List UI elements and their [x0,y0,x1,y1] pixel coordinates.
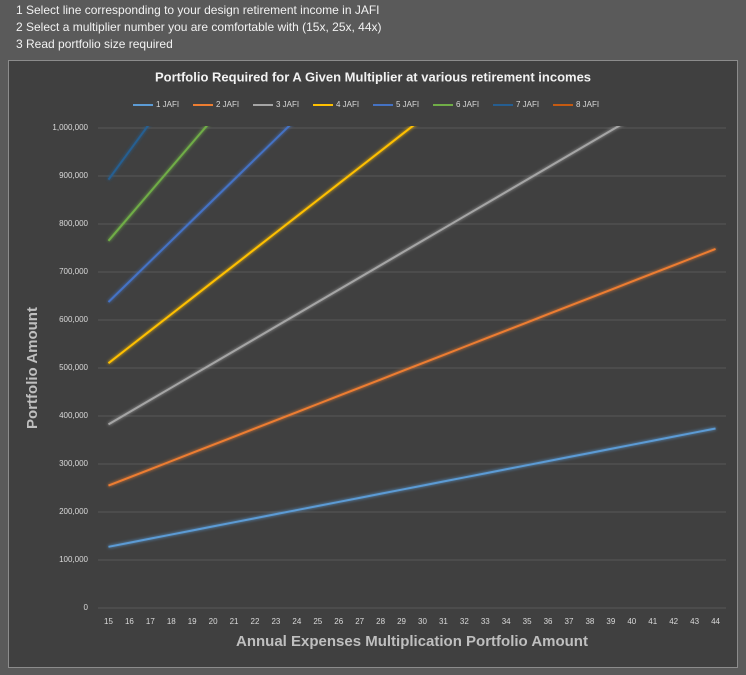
x-tick-label: 27 [355,617,364,626]
x-tick-label: 40 [627,617,636,626]
series-line [107,126,621,426]
y-tick-label: 0 [84,603,89,612]
x-tick-label: 24 [292,617,301,626]
y-tick-label: 1,000,000 [52,123,88,132]
x-tick-label: 28 [376,617,385,626]
x-tick-label: 21 [230,617,239,626]
chart-title: Portfolio Required for A Given Multiplie… [155,69,591,84]
x-tick-label: 29 [397,617,406,626]
legend-label: 8 JAFI [576,100,599,109]
x-tick-label: 25 [313,617,322,626]
x-tick-label: 20 [209,617,218,626]
y-tick-label: 700,000 [59,267,88,276]
y-tick-label: 800,000 [59,219,88,228]
x-tick-label: 39 [606,617,615,626]
y-axis-title: Portfolio Amount [24,307,41,429]
legend-label: 1 JAFI [156,100,179,109]
x-tick-label: 33 [481,617,490,626]
y-tick-label: 300,000 [59,459,88,468]
instruction: 3 Read portfolio size required [16,37,173,51]
legend-label: 3 JAFI [276,100,299,109]
y-tick-label: 400,000 [59,411,88,420]
series-line [107,126,415,364]
x-tick-label: 34 [502,617,511,626]
y-tick-label: 900,000 [59,171,88,180]
x-tick-label: 32 [460,617,469,626]
y-tick-label: 100,000 [59,555,88,564]
legend-label: 7 JAFI [516,100,539,109]
x-tick-label: 15 [104,617,113,626]
x-tick-label: 44 [711,617,720,626]
chart-area [8,60,738,668]
instruction: 1 Select line corresponding to your desi… [16,3,380,17]
y-tick-label: 200,000 [59,507,88,516]
x-tick-label: 36 [544,617,553,626]
x-tick-label: 31 [439,617,448,626]
x-tick-label: 37 [565,617,574,626]
x-tick-label: 23 [271,617,280,626]
plot-lines [107,126,716,548]
y-tick-label: 600,000 [59,315,88,324]
x-tick-label: 42 [669,617,678,626]
series-line [107,126,149,181]
x-tick-label: 19 [188,617,197,626]
series-line [108,427,716,548]
x-tick-label: 18 [167,617,176,626]
legend-label: 5 JAFI [396,100,419,109]
series-line [107,126,291,303]
x-tick-label: 17 [146,617,155,626]
x-tick-label: 30 [418,617,427,626]
x-tick-label: 38 [585,617,594,626]
legend-label: 2 JAFI [216,100,239,109]
y-tick-label: 500,000 [59,363,88,372]
x-tick-label: 26 [334,617,343,626]
series-line [107,126,208,242]
legend-label: 4 JAFI [336,100,359,109]
x-axis-title: Annual Expenses Multiplication Portfolio… [236,633,588,650]
x-tick-label: 43 [690,617,699,626]
instruction: 2 Select a multiplier number you are com… [16,20,382,34]
legend-label: 6 JAFI [456,100,479,109]
x-tick-label: 41 [648,617,657,626]
x-tick-label: 16 [125,617,134,626]
x-tick-label: 35 [523,617,532,626]
x-tick-label: 22 [251,617,260,626]
series-line [108,248,716,487]
